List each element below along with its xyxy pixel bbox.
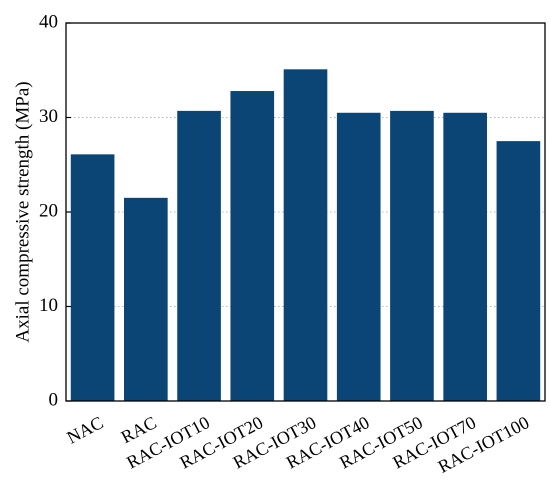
y-tick-label: 30	[39, 106, 58, 127]
y-tick-label: 0	[49, 389, 59, 410]
x-tick-label: NAC	[64, 412, 107, 448]
bar	[496, 141, 541, 401]
bar	[390, 110, 434, 401]
bar	[124, 197, 168, 401]
bar	[230, 91, 275, 401]
bar	[336, 112, 381, 402]
y-tick-label: 20	[39, 200, 58, 221]
y-tick-label: 40	[39, 11, 58, 32]
bar	[70, 154, 115, 401]
bar	[283, 69, 328, 402]
bar	[177, 110, 221, 401]
y-tick-label: 10	[39, 295, 58, 316]
plot-frame	[65, 22, 546, 402]
bar	[443, 112, 487, 402]
y-axis-label: Axial compressive strength (MPa)	[12, 81, 33, 342]
